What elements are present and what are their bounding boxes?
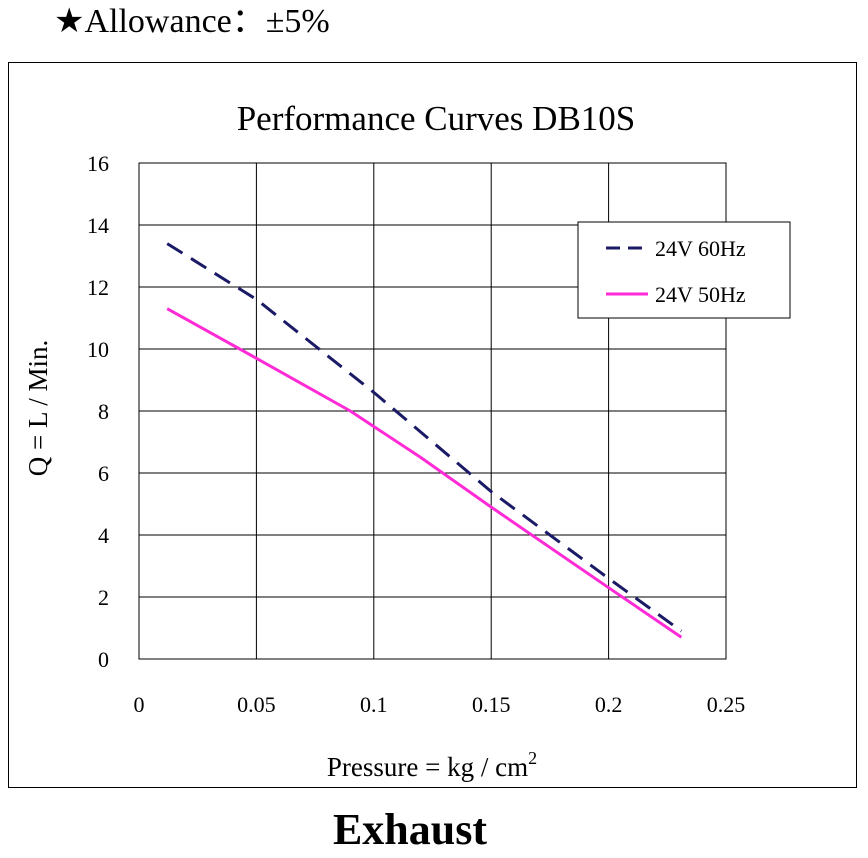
y-tick-label: 4 [98,523,109,548]
chart-frame [8,62,857,788]
allowance-text: Allowance：±5% [84,3,330,40]
x-axis-label-superscript: 2 [528,748,537,768]
x-tick-label: 0 [134,692,145,717]
y-axis-label: Q = L / Min. [23,340,53,476]
star-icon: ★ [54,3,85,40]
legend-label: 24V 60Hz [655,236,746,261]
y-tick-label: 14 [87,213,109,238]
x-axis-label: Pressure = kg / cm2 [327,748,537,782]
y-tick-label: 6 [98,461,109,486]
chart-title: Performance Curves DB10S [237,99,636,138]
x-axis-ticks: 0 0.05 0.1 0.15 0.2 0.25 [134,692,746,717]
series-line [166,307,683,639]
legend-box [577,221,791,319]
y-tick-label: 10 [87,337,109,362]
exhaust-label: Exhaust [332,805,488,854]
legend: 24V 60Hz 24V 50Hz [577,221,791,319]
y-axis-ticks: 0 2 4 6 8 10 12 14 16 [87,151,109,672]
performance-chart: Performance Curves DB10S 0 2 4 6 8 10 12 14 16 0… [23,99,791,782]
x-tick-label: 0.25 [707,692,746,717]
x-tick-label: 0.05 [237,692,276,717]
plot-area [138,162,727,660]
x-axis-label-text: Pressure = kg / cm [327,752,528,782]
y-tick-label: 12 [87,275,109,300]
data-series [166,242,683,639]
x-tick-label: 0.1 [360,692,388,717]
x-tick-label: 0.15 [472,692,511,717]
y-tick-label: 0 [98,647,109,672]
series-line [166,242,683,633]
allowance-note: ★Allowance：±5% [54,2,330,42]
y-tick-label: 16 [87,151,109,176]
legend-label: 24V 50Hz [655,282,746,307]
y-tick-label: 2 [98,585,109,610]
y-tick-label: 8 [98,399,109,424]
x-tick-label: 0.2 [595,692,623,717]
